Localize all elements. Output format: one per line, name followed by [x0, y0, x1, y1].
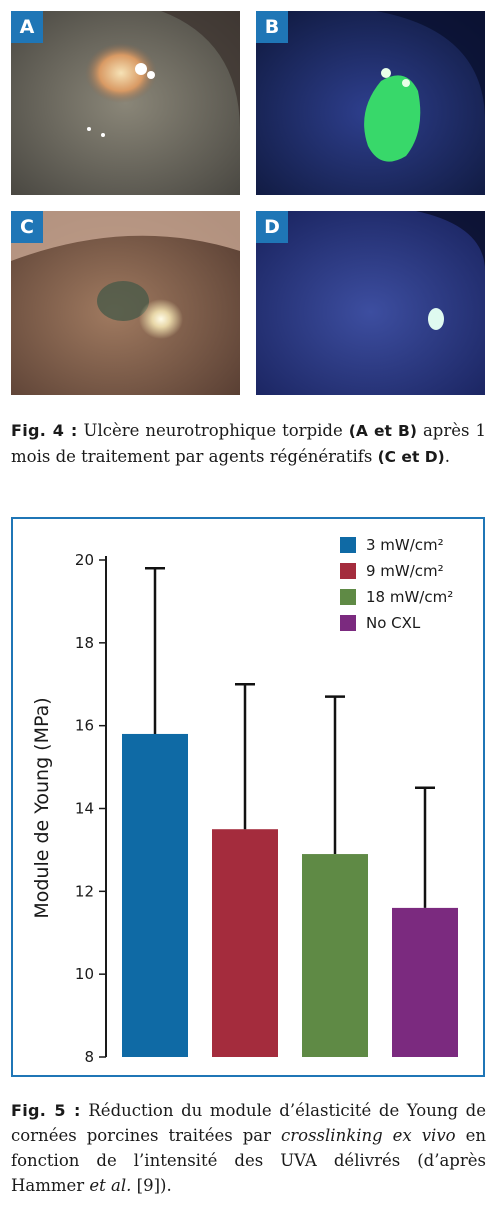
legend-label: 9 mW/cm² — [366, 562, 444, 580]
figure5-caption-text2: en fonction de l’intensité des UVA déliv… — [11, 1126, 486, 1195]
y-tick-label: 16 — [75, 717, 94, 735]
bar-4 — [392, 907, 458, 1057]
legend-label: 3 mW/cm² — [366, 536, 444, 554]
figure5-label: Fig. 5 : — [11, 1101, 81, 1120]
bar-1 — [122, 733, 188, 1057]
panel-label-c: C — [11, 211, 43, 243]
y-tick-label: 18 — [75, 634, 94, 652]
y-tick-label: 12 — [75, 882, 94, 900]
photo-panel-a: A — [11, 11, 240, 195]
eye-photo-b — [256, 11, 485, 195]
panel-label-a: A — [11, 11, 43, 43]
bar-chart: 8 10 12 14 16 18 20 Module de Young (MPa) — [31, 551, 458, 1066]
eye-photo-d — [256, 211, 485, 395]
legend-swatch — [340, 615, 356, 631]
legend-item-2: 9 mW/cm² — [340, 558, 485, 584]
figure5-caption-italic2: et al. — [89, 1176, 132, 1195]
figure4-caption-text3: . — [444, 447, 450, 466]
chart-axes: 8 10 12 14 16 18 20 — [75, 551, 107, 1066]
bar-2 — [212, 829, 278, 1057]
panel-label-b: B — [256, 11, 288, 43]
legend-swatch — [340, 589, 356, 605]
chart-frame — [11, 517, 485, 1077]
legend-label: No CXL — [366, 614, 421, 632]
legend-label: 18 mW/cm² — [366, 588, 454, 606]
photo-panel-c: C — [11, 211, 240, 395]
figure4-label: Fig. 4 : — [11, 421, 78, 440]
figure4-caption-bold2: (C et D) — [377, 448, 445, 466]
figure5-caption-text1: Réduction du module d’élasticité de Youn… — [11, 1101, 486, 1145]
figure4-caption: Fig. 4 : Ulcère neurotrophique torpide (… — [11, 418, 486, 470]
legend-item-4: No CXL — [340, 610, 485, 636]
figure5-caption-text3: [9]). — [131, 1176, 172, 1195]
bar-3 — [302, 854, 368, 1057]
y-tick-label: 20 — [75, 551, 94, 569]
figure5-caption-italic1: crosslinking ex vivo — [281, 1126, 456, 1145]
figure4-caption-text1: Ulcère neurotrophique torpide — [77, 421, 349, 440]
y-tick-label: 14 — [75, 800, 94, 818]
chart-bars — [122, 733, 458, 1057]
y-tick-label: 8 — [84, 1048, 94, 1066]
figure4-caption-bold1: (A et B) — [348, 422, 417, 440]
eye-photo-a — [11, 11, 240, 195]
y-axis-label: Module de Young (MPa) — [31, 697, 53, 918]
chart-legend: 3 mW/cm² 9 mW/cm² 18 mW/cm² No CXL — [340, 532, 485, 636]
legend-swatch — [340, 563, 356, 579]
legend-item-3: 18 mW/cm² — [340, 584, 485, 610]
chart-error-bars — [145, 567, 435, 908]
legend-item-1: 3 mW/cm² — [340, 532, 485, 558]
photo-panel-d: D — [256, 211, 485, 395]
figure5-caption: Fig. 5 : Réduction du module d’élasticit… — [11, 1098, 486, 1198]
legend-swatch — [340, 537, 356, 553]
figure4-caption-text2: après 1 mois de traitement par agents ré… — [11, 421, 486, 466]
panel-label-d: D — [256, 211, 288, 243]
y-tick-label: 10 — [75, 965, 94, 983]
eye-photo-c — [11, 211, 240, 395]
photo-panel-b: B — [256, 11, 485, 195]
